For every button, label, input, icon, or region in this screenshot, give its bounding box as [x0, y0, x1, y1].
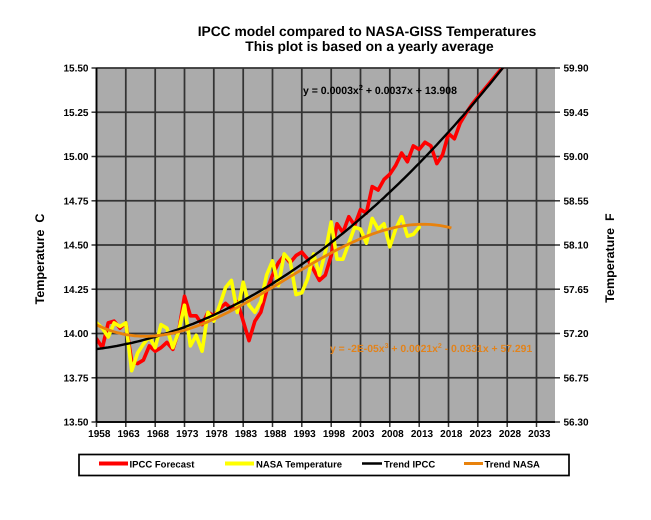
svg-text:IPCC Forecast: IPCC Forecast	[130, 460, 196, 471]
svg-text:1988: 1988	[264, 429, 287, 440]
svg-text:Trend NASA: Trend NASA	[485, 460, 541, 471]
svg-text:NASA Temperature: NASA Temperature	[256, 460, 342, 471]
svg-text:Temperature C: Temperature C	[33, 214, 47, 305]
svg-text:57.20: 57.20	[564, 329, 589, 340]
svg-text:59.45: 59.45	[564, 108, 589, 119]
svg-text:13.50: 13.50	[63, 418, 88, 429]
svg-text:2028: 2028	[499, 429, 522, 440]
svg-text:2008: 2008	[381, 429, 404, 440]
svg-text:2023: 2023	[469, 429, 492, 440]
svg-text:59.90: 59.90	[564, 64, 589, 75]
svg-text:1968: 1968	[147, 429, 170, 440]
svg-text:15.25: 15.25	[63, 108, 88, 119]
svg-text:1973: 1973	[176, 429, 199, 440]
svg-text:56.30: 56.30	[564, 418, 589, 429]
svg-text:1983: 1983	[235, 429, 258, 440]
svg-text:1978: 1978	[205, 429, 228, 440]
svg-text:2033: 2033	[528, 429, 551, 440]
svg-text:1958: 1958	[88, 429, 111, 440]
svg-text:58.10: 58.10	[564, 241, 589, 252]
svg-text:59.00: 59.00	[564, 152, 589, 163]
svg-text:IPCC model compared to NASA-GI: IPCC model compared to NASA-GISS Tempera…	[198, 24, 537, 39]
svg-text:57.65: 57.65	[564, 285, 589, 296]
svg-text:2018: 2018	[440, 429, 463, 440]
svg-text:Trend IPCC: Trend IPCC	[384, 460, 435, 471]
svg-text:Temperature F: Temperature F	[603, 213, 617, 303]
svg-text:1993: 1993	[293, 429, 316, 440]
svg-text:14.00: 14.00	[63, 329, 88, 340]
svg-text:1998: 1998	[323, 429, 346, 440]
svg-text:14.50: 14.50	[63, 241, 88, 252]
svg-text:y = 0.0003x2 + 0.0037x + 13.90: y = 0.0003x2 + 0.0037x + 13.908	[303, 83, 457, 97]
svg-text:y = -2E-05x3 + 0.0021x2 - 0.03: y = -2E-05x3 + 0.0021x2 - 0.0331x + 57.2…	[330, 343, 532, 355]
svg-text:14.75: 14.75	[63, 196, 88, 207]
svg-text:13.75: 13.75	[63, 373, 88, 384]
svg-text:This plot is based on a yearly: This plot is based on a yearly average	[245, 39, 494, 54]
svg-text:2013: 2013	[411, 429, 434, 440]
svg-text:15.00: 15.00	[63, 152, 88, 163]
svg-text:56.75: 56.75	[564, 373, 589, 384]
svg-text:1963: 1963	[117, 429, 140, 440]
svg-text:14.25: 14.25	[63, 285, 88, 296]
svg-text:15.50: 15.50	[63, 64, 88, 75]
svg-text:2003: 2003	[352, 429, 375, 440]
svg-text:58.55: 58.55	[564, 196, 589, 207]
